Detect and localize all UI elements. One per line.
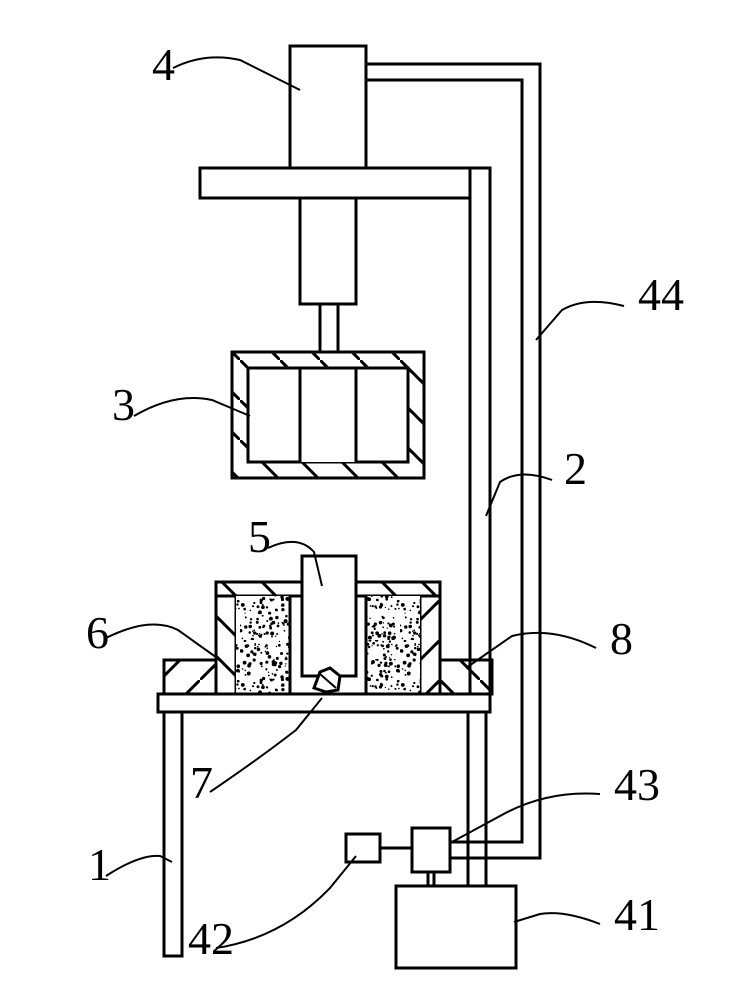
billet <box>302 556 356 676</box>
piston-rod <box>320 304 338 352</box>
table-leg-left <box>164 712 182 956</box>
label-43: 43 <box>614 759 660 810</box>
frame-column <box>470 168 490 694</box>
leader-l44 <box>536 302 624 340</box>
label-1: 1 <box>88 839 111 890</box>
label-41: 41 <box>614 889 660 940</box>
lower-die-right-wall <box>420 596 440 694</box>
lower-die-left-wall <box>216 596 236 694</box>
leader-l4 <box>173 57 300 90</box>
leader-l2 <box>486 474 552 516</box>
label-8: 8 <box>610 613 633 664</box>
upper-die-cavity <box>300 368 356 462</box>
frame-top-bar <box>200 168 490 198</box>
label-6: 6 <box>86 607 109 658</box>
leader-l41 <box>514 913 600 924</box>
label-3: 3 <box>112 379 135 430</box>
label-42: 42 <box>188 913 234 964</box>
motor-housing <box>290 46 366 168</box>
leader-l42 <box>216 856 356 948</box>
pump-unit <box>412 828 450 872</box>
label-4: 4 <box>152 39 175 90</box>
leader-l6 <box>106 625 220 660</box>
label-2: 2 <box>564 443 587 494</box>
label-5: 5 <box>248 511 271 562</box>
label-7: 7 <box>190 757 213 808</box>
piston-cylinder <box>300 198 356 304</box>
table-top <box>158 694 490 712</box>
leader-l1 <box>106 856 172 876</box>
tank <box>396 886 516 968</box>
flange-left <box>164 660 216 694</box>
tank-stem <box>428 872 434 886</box>
label-44: 44 <box>638 269 684 320</box>
valve-unit <box>346 834 380 862</box>
flange-right <box>440 660 492 694</box>
